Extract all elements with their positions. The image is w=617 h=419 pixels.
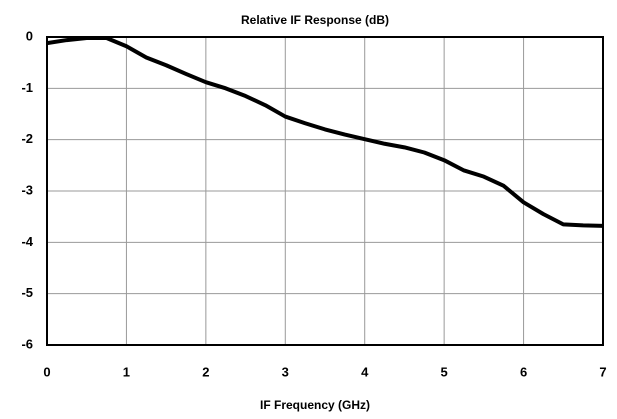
y-tick-label: -4 <box>21 234 33 249</box>
x-tick-label: 2 <box>202 364 209 379</box>
x-tick-label: 6 <box>520 364 527 379</box>
x-tick-label: 4 <box>361 364 369 379</box>
chart-title: Relative IF Response (dB) <box>241 13 389 27</box>
plot-border <box>46 36 604 346</box>
x-tick-label: 5 <box>441 364 448 379</box>
x-tick-label: 7 <box>599 364 606 379</box>
y-tick-label: -6 <box>21 336 33 351</box>
y-tick-label: -2 <box>21 131 33 146</box>
x-tick-label: 3 <box>282 364 289 379</box>
x-axis-label: IF Frequency (GHz) <box>260 398 370 412</box>
data-line <box>46 36 604 228</box>
y-tick-label: -3 <box>21 182 33 197</box>
y-tick-label: 0 <box>26 28 33 43</box>
y-tick-label: -5 <box>21 285 33 300</box>
x-tick-label: 0 <box>43 364 50 379</box>
x-tick-label: 1 <box>123 364 130 379</box>
y-tick-label: -1 <box>21 80 33 95</box>
